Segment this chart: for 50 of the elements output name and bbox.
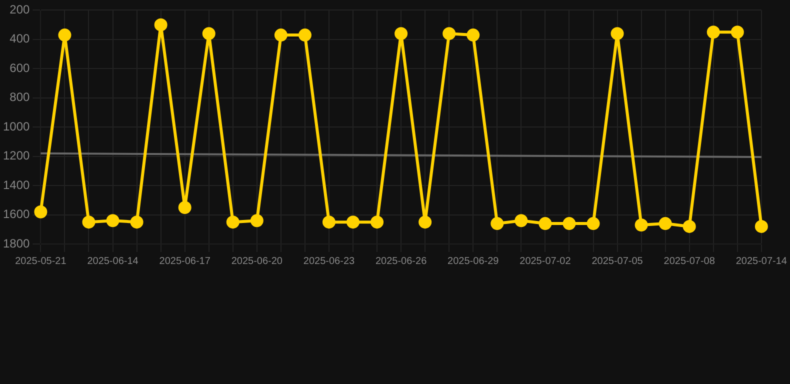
- point: [250, 214, 264, 228]
- point: [538, 217, 552, 230]
- point: [562, 217, 576, 230]
- y-tick-label: 400: [10, 32, 30, 46]
- x-tick-label: 2025-07-14: [736, 256, 788, 267]
- point: [634, 218, 648, 232]
- point: [394, 27, 408, 40]
- x-tick-label: 2025-06-17: [159, 256, 211, 267]
- x-tick-label: 2025-06-26: [375, 256, 428, 267]
- x-tick-label: 2025-07-02: [520, 256, 572, 267]
- point: [658, 217, 672, 230]
- point: [514, 214, 528, 228]
- x-tick-label: 2025-06-23: [303, 256, 355, 267]
- x-tick-label: 2025-07-08: [664, 256, 716, 267]
- y-tick-label: 1800: [2, 236, 30, 250]
- point: [586, 217, 600, 230]
- x-tick-label: 2025-06-14: [87, 256, 139, 267]
- point: [490, 217, 504, 230]
- x-tick-label: 2025-06-29: [448, 256, 500, 267]
- point: [274, 28, 288, 42]
- point: [682, 220, 696, 233]
- point: [610, 27, 624, 40]
- point: [754, 220, 768, 233]
- point: [346, 216, 360, 229]
- y-tick-label: 1600: [2, 207, 30, 222]
- point: [322, 216, 336, 229]
- y-tick-label: 600: [10, 60, 30, 75]
- point: [442, 27, 456, 40]
- point: [298, 28, 312, 42]
- point: [466, 28, 480, 42]
- x-tick-label: 2025-06-20: [231, 256, 283, 267]
- y-tick-label: 1000: [2, 119, 30, 134]
- point: [730, 26, 744, 39]
- x-tick-label: 2025-07-05: [592, 256, 644, 267]
- y-tick-label: 800: [10, 90, 30, 104]
- point: [58, 28, 72, 42]
- point: [178, 200, 192, 214]
- point: [130, 216, 144, 229]
- point: [706, 26, 720, 39]
- point: [370, 216, 384, 229]
- x-tick-label: 2025-05-21: [15, 256, 67, 267]
- point: [226, 216, 240, 229]
- y-tick-label: 1400: [2, 178, 30, 192]
- point: [154, 18, 168, 32]
- point: [82, 216, 96, 229]
- point: [106, 214, 120, 228]
- point: [202, 27, 216, 40]
- y-tick-label: 1200: [2, 148, 30, 163]
- y-tick-label: 200: [10, 2, 30, 17]
- point: [418, 216, 432, 229]
